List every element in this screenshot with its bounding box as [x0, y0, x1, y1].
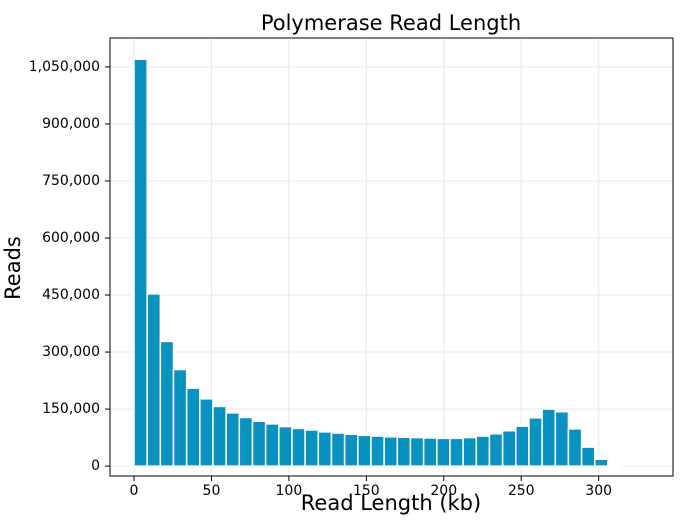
bar — [501, 430, 517, 467]
y-tick-label: 750,000 — [42, 173, 100, 189]
bar — [343, 433, 359, 467]
bar — [515, 425, 530, 467]
bar — [225, 412, 241, 467]
x-tick-label: 200 — [430, 483, 457, 499]
y-tick-label: 0 — [91, 458, 100, 474]
y-tick-label: 300,000 — [42, 344, 100, 360]
bar — [607, 464, 622, 467]
bar — [185, 387, 201, 467]
y-tick-label: 450,000 — [42, 287, 100, 303]
bar — [291, 427, 306, 467]
bar — [422, 437, 438, 467]
x-tick-label: 300 — [585, 483, 612, 499]
chart-title: Polymerase Read Length — [261, 11, 521, 35]
bar — [317, 431, 333, 467]
bar — [436, 437, 451, 467]
y-axis-label: Reads — [1, 236, 25, 300]
x-axis-label: Read Length (kb) — [301, 491, 481, 515]
bar — [251, 420, 267, 467]
bar — [567, 428, 583, 467]
bar — [278, 425, 293, 467]
bar — [330, 432, 346, 467]
plot-frame — [109, 37, 674, 477]
bar — [304, 429, 320, 467]
bar — [594, 458, 609, 467]
bar — [146, 293, 162, 467]
bar — [357, 434, 372, 467]
bar — [488, 433, 504, 467]
x-tick-label: 250 — [508, 483, 535, 499]
bar — [409, 436, 425, 467]
bar — [449, 437, 464, 467]
y-tick-label: 1,050,000 — [29, 59, 100, 75]
bar — [199, 398, 214, 467]
x-tick-label: 50 — [203, 483, 221, 499]
bar — [475, 435, 491, 467]
y-tick-label: 150,000 — [42, 401, 100, 417]
bar — [172, 368, 188, 467]
bar — [370, 435, 385, 467]
bar — [264, 423, 280, 467]
x-tick-label: 150 — [353, 483, 380, 499]
bar — [383, 436, 399, 467]
bar — [554, 410, 570, 467]
y-tick-label: 900,000 — [42, 116, 100, 132]
bar — [159, 340, 175, 467]
bar — [462, 436, 478, 467]
bar — [238, 416, 254, 467]
x-tick-label: 100 — [276, 483, 303, 499]
bar — [580, 446, 596, 467]
y-tick-label: 600,000 — [42, 230, 100, 246]
bar — [528, 417, 543, 467]
bar — [133, 58, 148, 467]
bar — [541, 408, 557, 467]
bar — [212, 405, 227, 467]
x-tick-label: 0 — [130, 483, 139, 499]
bar — [396, 436, 412, 467]
